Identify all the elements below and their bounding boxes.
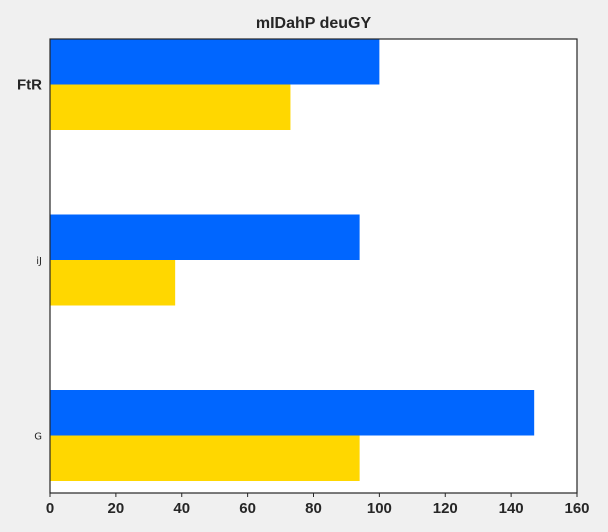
x-tick-label: 20 bbox=[108, 500, 125, 517]
bar-FtR-series-2 bbox=[50, 84, 291, 130]
bar-G-series-1 bbox=[50, 390, 535, 436]
bar-iJ-series-1 bbox=[50, 214, 360, 260]
x-tick-label: 160 bbox=[564, 500, 589, 517]
x-tick-label: 140 bbox=[499, 500, 524, 517]
x-axis: 0 20 40 60 80 100 120 140 160 bbox=[46, 493, 590, 517]
x-tick-label: 80 bbox=[305, 500, 322, 517]
bars-layer bbox=[50, 39, 535, 481]
y-axis: FtR iJ G bbox=[17, 77, 42, 443]
x-tick-label: 100 bbox=[367, 500, 392, 517]
x-tick-label: 120 bbox=[433, 500, 458, 517]
x-tick-label: 0 bbox=[46, 500, 54, 517]
y-category-label: G bbox=[34, 432, 42, 443]
chart-title: mIDahP deuGY bbox=[256, 15, 372, 32]
x-tick-label: 40 bbox=[173, 500, 190, 517]
bar-G-series-2 bbox=[50, 435, 360, 481]
y-category-label: iJ bbox=[36, 256, 42, 267]
y-category-label: FtR bbox=[17, 77, 42, 94]
x-tick-label: 60 bbox=[239, 500, 256, 517]
bar-FtR-series-1 bbox=[50, 39, 380, 85]
bar-iJ-series-2 bbox=[50, 260, 176, 306]
